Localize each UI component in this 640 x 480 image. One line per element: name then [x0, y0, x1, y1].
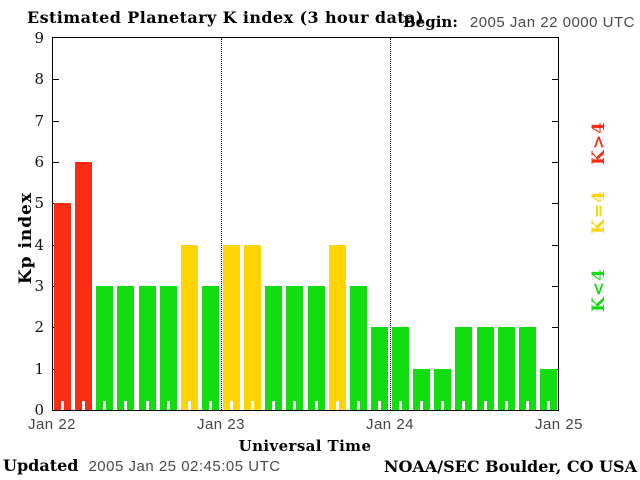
y-tick-mark — [53, 79, 59, 80]
bar-tick-notch — [420, 401, 424, 410]
y-tick-label: 1 — [34, 359, 44, 378]
begin-label: Begin: — [403, 13, 458, 31]
bar-tick-notch — [208, 401, 212, 410]
kp-bar — [539, 368, 557, 410]
y-tick-mark — [53, 162, 59, 163]
x-tick-label: Jan 23 — [196, 416, 246, 433]
x-tick-label: Jan 24 — [365, 416, 415, 433]
y-tick-label: 3 — [34, 277, 44, 295]
y-tick-mark — [552, 286, 558, 287]
bar-tick-notch — [187, 401, 191, 410]
y-tick-mark — [552, 79, 558, 80]
legend-item: K>4 — [589, 121, 609, 165]
kp-bar — [265, 286, 283, 410]
y-tick-label: 8 — [34, 70, 44, 89]
bar-tick-notch — [166, 401, 170, 410]
bar-tick-notch — [356, 401, 360, 410]
updated-value: 2005 Jan 25 02:45:05 UTC — [88, 458, 281, 475]
kp-bar — [497, 327, 515, 410]
bar-tick-notch — [399, 401, 403, 410]
y-axis-label: Kp index — [16, 191, 36, 285]
kp-bar — [223, 244, 241, 410]
y-tick-mark — [552, 203, 558, 204]
day-boundary-line — [390, 38, 391, 410]
bar-tick-notch — [546, 401, 550, 410]
y-tick-label: 4 — [34, 235, 44, 254]
x-tick-label: Jan 22 — [27, 416, 77, 433]
bar-tick-notch — [251, 401, 255, 410]
y-tick-mark — [552, 245, 558, 246]
legend-item: K<4 — [589, 268, 609, 312]
kp-bar — [96, 286, 114, 410]
bar-tick-notch — [61, 401, 65, 410]
kp-bar — [201, 286, 219, 410]
kp-bar — [180, 244, 198, 410]
y-tick-label: 2 — [34, 318, 44, 337]
bar-tick-notch — [504, 401, 508, 410]
bar-tick-notch — [124, 401, 128, 410]
updated-line: Updated 2005 Jan 25 02:45:05 UTC — [3, 456, 281, 475]
x-axis-label: Universal Time — [238, 437, 372, 455]
x-tick-label: Jan 25 — [534, 416, 584, 433]
kp-bar — [349, 286, 367, 410]
bar-tick-notch — [293, 401, 297, 410]
y-tick-label: 6 — [34, 153, 44, 171]
bar-tick-notch — [82, 401, 86, 410]
y-tick-label: 0 — [34, 401, 44, 419]
y-tick-mark — [552, 162, 558, 163]
kp-bar — [159, 286, 177, 410]
y-tick-label: 9 — [34, 29, 44, 47]
bar-tick-notch — [272, 401, 276, 410]
kp-bar — [244, 244, 262, 410]
credit-text: NOAA/SEC Boulder, CO USA — [383, 457, 637, 476]
y-tick-label: 7 — [34, 111, 44, 130]
kp-bar — [476, 327, 494, 410]
legend-item: K=4 — [589, 190, 609, 234]
y-tick-mark — [53, 121, 59, 122]
y-tick-label: 5 — [34, 194, 44, 213]
kp-bar — [370, 327, 388, 410]
bar-tick-notch — [335, 401, 339, 410]
bar-tick-notch — [462, 401, 466, 410]
y-tick-mark — [552, 327, 558, 328]
day-boundary-line — [221, 38, 222, 410]
kp-bar — [392, 327, 410, 410]
bar-tick-notch — [314, 401, 318, 410]
kp-bar — [117, 286, 135, 410]
kp-bar — [307, 286, 325, 410]
begin-line: Begin: 2005 Jan 22 0000 UTC — [403, 13, 635, 31]
bar-tick-notch — [525, 401, 529, 410]
kp-bar — [518, 327, 536, 410]
plot-frame — [52, 37, 559, 411]
kp-bar — [286, 286, 304, 410]
begin-value: 2005 Jan 22 0000 UTC — [469, 14, 635, 31]
kp-bar — [455, 327, 473, 410]
kp-bar — [413, 368, 431, 410]
bar-tick-notch — [441, 401, 445, 410]
bar-tick-notch — [377, 401, 381, 410]
kp-bar — [75, 162, 93, 410]
updated-label: Updated — [3, 456, 79, 475]
bar-tick-notch — [145, 401, 149, 410]
bar-tick-notch — [230, 401, 234, 410]
bar-tick-notch — [483, 401, 487, 410]
kp-bar — [54, 203, 72, 410]
kp-bar — [328, 244, 346, 410]
kp-bar — [434, 368, 452, 410]
y-tick-mark — [552, 121, 558, 122]
kp-bar — [138, 286, 156, 410]
bar-tick-notch — [103, 401, 107, 410]
chart-title: Estimated Planetary K index (3 hour data… — [27, 8, 424, 27]
